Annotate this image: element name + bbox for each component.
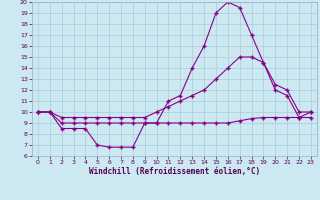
X-axis label: Windchill (Refroidissement éolien,°C): Windchill (Refroidissement éolien,°C): [89, 167, 260, 176]
